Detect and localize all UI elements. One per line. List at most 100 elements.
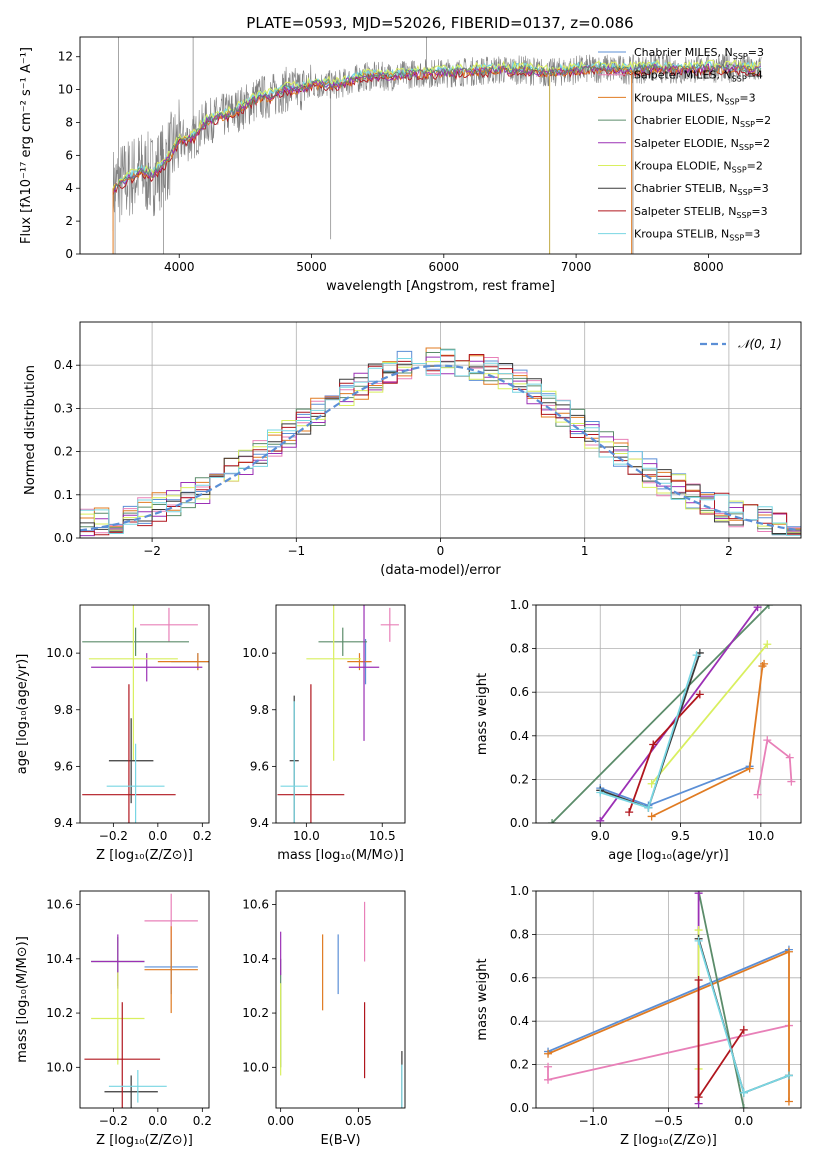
y-tick-label: 0.8: [510, 927, 529, 941]
y-tick-label: 0.2: [510, 1058, 529, 1072]
residual-legend: 𝒩(0, 1): [700, 337, 782, 351]
x-tick-label: 0.0: [148, 829, 167, 843]
legend-label-tail: =3: [748, 46, 764, 59]
x-tick-label: −2: [143, 544, 161, 558]
mass-weight-marker: [694, 891, 703, 898]
mass-weight-marker: [596, 788, 605, 797]
axes-frame: [535, 604, 802, 824]
age_vs_Z-marks: [82, 605, 209, 823]
y-tick-label: 10.0: [46, 646, 73, 660]
mass_vs_EBV-marks: [280, 901, 403, 1108]
x-tick-label: −0.5: [654, 1114, 683, 1128]
mass-weight-line: [697, 891, 745, 1108]
x-tick-label: 0.2: [193, 829, 212, 843]
legend-label-tail: =3: [739, 91, 755, 104]
legend-label: Salpeter ELODIE, NSSP=2: [634, 137, 770, 152]
x-tick-label: −1.0: [579, 1114, 608, 1128]
x-tick-label: 0: [437, 544, 445, 558]
x-axis-label: Z [log₁₀(Z/Z⊙)]: [620, 1133, 717, 1148]
x-axis-label: Z [log₁₀(Z/Z⊙)]: [96, 848, 193, 863]
y-tick-label: 9.4: [54, 816, 73, 830]
y-axis-label: Flux [fλ10⁻¹⁷ erg cm⁻² s⁻¹ A⁻¹]: [19, 47, 34, 244]
mass-weight-marker: [763, 640, 772, 649]
legend-label-tail: =4: [747, 69, 763, 82]
axes-frame: [275, 890, 406, 1109]
y-tick-label: 0.2: [54, 445, 73, 459]
legend-label-main: Chabrier STELIB, N: [634, 182, 738, 195]
legend-label-main: Salpeter STELIB, N: [634, 205, 736, 218]
x-axis-label: age [log₁₀(age/yr)]: [608, 848, 729, 863]
legend-label-sub: SSP: [739, 143, 754, 152]
y-axis-label: mass weight: [475, 958, 490, 1040]
mass-weight-marker: [784, 1097, 793, 1106]
mass-weight-marker: [694, 936, 703, 945]
x-axis-label: (data-model)/error: [380, 563, 501, 578]
mass-weight-marker: [763, 736, 772, 745]
y-tick-label: 10.6: [46, 898, 73, 912]
axes-frame: [275, 604, 406, 824]
y-tick-label: 10.2: [242, 1006, 269, 1020]
mass-weight-marker: [739, 1088, 748, 1097]
y-tick-label: 0.4: [54, 358, 73, 372]
y-tick-label: 1.0: [510, 884, 529, 898]
mass-weight-marker: [596, 816, 605, 823]
legend-label: Salpeter MILES, NSSP=4: [634, 69, 763, 84]
legend-label-tail: =2: [747, 160, 763, 173]
y-tick-label: 10.4: [46, 952, 73, 966]
mass_weight_vs_Z-panel: −1.0 −0.5 0.0 0.0 0.2 0.4 0.6 0.8 1.0 Z [log₁₀(Z/…: [475, 884, 802, 1148]
y-tick-label: 10.0: [46, 1060, 73, 1074]
x-tick-label: 0.2: [193, 1114, 212, 1128]
age_vs_Z-panel: −0.2 0.0 0.2 9.4 9.6 9.8 10.0 Z [log₁₀(Z/Z⊙)] ag…: [15, 604, 212, 863]
x-axis-label: E(B-V): [320, 1133, 360, 1148]
mass-weight-marker: [625, 808, 634, 817]
x-tick-label: 6000: [429, 260, 460, 274]
mass-weight-line: [651, 663, 765, 818]
y-tick-label: 9.8: [54, 703, 73, 717]
mass-weight-marker: [787, 777, 796, 786]
mass-weight-marker: [739, 1025, 748, 1034]
mass-weight-marker: [694, 975, 703, 984]
x-tick-label: 0.0: [734, 1114, 753, 1128]
y-tick-label: 10.4: [242, 952, 269, 966]
mass_vs_EBV-panel: 0.00 0.05 10.0 10.2 10.4 10.6 E(B-V): [242, 890, 406, 1148]
y-tick-label: 0.4: [510, 729, 529, 743]
legend-label-sub: SSP: [740, 120, 755, 129]
legend-label-sub: SSP: [733, 52, 748, 61]
y-tick-label: 10.0: [242, 646, 269, 660]
y-tick-label: 0.1: [54, 488, 73, 502]
mass-weight-marker: [694, 926, 703, 935]
x-tick-label: 0.05: [345, 1114, 372, 1128]
legend-label: Kroupa MILES, NSSP=3: [634, 91, 756, 106]
legend-label-tail: =3: [753, 182, 769, 195]
legend-label-main: Kroupa MILES, N: [634, 91, 724, 104]
y-tick-label: 9.6: [250, 759, 269, 773]
x-tick-label: 10.0: [747, 829, 774, 843]
axes-frame: [79, 36, 802, 255]
mass-weight-marker: [644, 803, 653, 812]
y-tick-label: 1.0: [510, 598, 529, 612]
x-tick-label: −0.2: [99, 1114, 128, 1128]
mass-weight-marker: [548, 819, 557, 823]
mass-weight-line: [599, 654, 698, 809]
legend-label-main: Salpeter ELODIE, N: [634, 137, 739, 150]
mass-weight-marker: [753, 605, 762, 612]
mass-weight-marker: [647, 812, 656, 821]
mass-weight-line: [628, 693, 701, 813]
y-tick-label: 10: [58, 83, 73, 97]
model-spectrum-line: [112, 63, 761, 193]
x-axis-label: mass [log₁₀(M/M⊙)]: [277, 848, 404, 863]
mass-weight-marker: [647, 779, 656, 788]
model-spectrum-line: [112, 62, 762, 192]
mass-weight-marker: [695, 690, 704, 699]
legend-label-main: Salpeter MILES, N: [634, 69, 732, 82]
mass_weight_vs_age-marks: [548, 605, 796, 823]
legend-label-sub: SSP: [738, 188, 753, 197]
y-tick-label: 0.6: [510, 685, 529, 699]
y-tick-label: 4: [65, 181, 73, 195]
mass-weight-marker: [692, 651, 701, 660]
legend-label-main: Kroupa ELODIE, N: [634, 160, 732, 173]
y-tick-label: 0.6: [510, 971, 529, 985]
legend-label: Kroupa STELIB, NSSP=3: [634, 228, 760, 243]
legend-label-sub: SSP: [729, 234, 744, 243]
legend-label-tail: =2: [754, 137, 770, 150]
